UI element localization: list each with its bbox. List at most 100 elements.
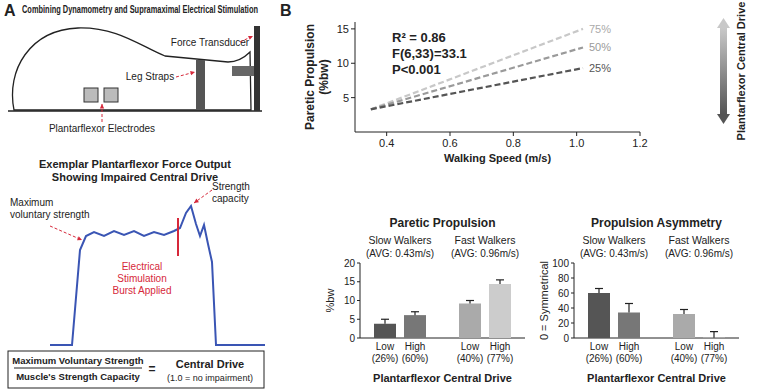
pointer-head — [100, 104, 104, 109]
electrode — [84, 88, 98, 102]
bar — [459, 304, 481, 339]
x-tick-label: 0.6 — [442, 137, 457, 149]
label: Leg Straps — [126, 71, 174, 82]
y-tick — [571, 278, 574, 279]
x-axis-title: Walking Speed (m/s) — [444, 152, 552, 164]
label: Plantarflexor Electrodes — [49, 123, 155, 134]
series-line — [371, 29, 583, 109]
shape: High — [405, 341, 426, 352]
y-tick — [351, 63, 355, 64]
pointer-head — [77, 236, 82, 240]
y-tick — [357, 338, 360, 339]
bar — [588, 293, 610, 338]
pointer-head — [248, 36, 253, 40]
label: Electrical — [122, 261, 163, 272]
error-bar — [496, 280, 504, 284]
error-bar — [680, 310, 688, 315]
x-tick-label: High(60%) — [402, 341, 429, 364]
x-tick — [640, 132, 641, 136]
label: capacity — [212, 193, 249, 204]
force-trace — [50, 206, 265, 345]
y-tick — [351, 28, 355, 29]
x-tick-label: 1.0 — [569, 137, 584, 149]
bar — [489, 284, 511, 338]
group-label: Slow Walkers — [368, 234, 431, 246]
shape: (40%) — [457, 353, 484, 364]
plot-area — [371, 29, 583, 109]
label: Muscle's Strength Capacity — [16, 371, 140, 382]
legend-title: Plantarflexor Central Drive — [735, 2, 747, 141]
error-bar — [411, 312, 419, 315]
label: Force Transducer — [171, 37, 250, 48]
x-axis — [355, 132, 640, 133]
shape: (77%) — [487, 353, 514, 364]
figure: ABCombining Dynamometry and Supramaximal… — [0, 0, 778, 390]
x-tick-label: High(77%) — [487, 341, 514, 364]
shape — [466, 300, 474, 301]
bar — [673, 314, 695, 338]
x-tick-label: High(60%) — [616, 341, 643, 364]
shape: (60%) — [402, 353, 429, 364]
error-bar — [595, 289, 603, 294]
shape — [598, 289, 599, 294]
label: Strength — [212, 181, 250, 192]
bar — [404, 315, 426, 338]
label: voluntary strength — [10, 209, 90, 220]
y-axis-title: 0 = Symmetrical — [538, 261, 550, 340]
series-label: 75% — [589, 23, 611, 35]
y-tick — [571, 323, 574, 324]
y-tick-label: 5 — [349, 314, 355, 325]
x-tick-label: Low(40%) — [457, 341, 484, 364]
y-tick — [357, 263, 360, 264]
y-tick — [571, 308, 574, 309]
series-label: 25% — [589, 62, 611, 74]
x-tick — [576, 132, 577, 136]
y-tick-label: 0 — [349, 333, 355, 344]
x-tick-label: Low(26%) — [372, 341, 399, 364]
group-label: Fast Walkers — [669, 234, 730, 246]
label: Central Drive — [176, 358, 244, 370]
shape — [628, 304, 629, 313]
x-axis-title: Plantarflexor Central Drive — [373, 372, 512, 384]
shape — [713, 332, 714, 338]
shape: Low — [590, 341, 609, 352]
panel-letter: A — [4, 2, 16, 19]
y-tick — [357, 319, 360, 320]
bar — [374, 324, 396, 338]
bar — [618, 313, 640, 339]
y-tick — [571, 293, 574, 294]
x-tick-label: 0.8 — [506, 137, 521, 149]
annotation: F(6,33)=33.1 — [392, 46, 467, 61]
pointer — [50, 226, 82, 240]
shape — [411, 311, 419, 312]
leg-strap — [196, 60, 205, 110]
x-tick — [386, 132, 387, 136]
y-axis-title: (%bw) — [317, 59, 331, 94]
x-tick-label: 1.2 — [632, 137, 647, 149]
y-tick-label: 60 — [558, 288, 570, 299]
shape — [595, 288, 603, 289]
shape: Low — [461, 341, 480, 352]
trace-title: Showing Impaired Central Drive — [52, 171, 218, 183]
x-tick-label: High(77%) — [701, 341, 728, 364]
label: (1.0 = no impairment) — [167, 373, 253, 383]
trace-title: Exemplar Plantarflexor Force Output — [39, 158, 231, 170]
shape: High — [490, 341, 511, 352]
force-transducer — [254, 26, 260, 111]
label: Maximum — [10, 197, 53, 208]
error-bar — [710, 332, 718, 338]
chart-title: Propulsion Asymmetry — [591, 216, 722, 230]
shape: (26%) — [372, 353, 399, 364]
x-tick — [450, 132, 451, 136]
pointer — [194, 190, 212, 203]
shape: High — [619, 341, 640, 352]
group-note: (AVG: 0.43m/s) — [366, 248, 434, 259]
label: Maximum Voluntary Strength — [12, 355, 143, 366]
y-tick-label: 10 — [337, 57, 349, 69]
label: Burst Applied — [113, 285, 172, 296]
shape: (26%) — [586, 353, 613, 364]
shape — [625, 303, 633, 304]
group-note: (AVG: 0.96m/s) — [451, 248, 519, 259]
y-tick — [351, 97, 355, 98]
y-tick-label: 80 — [558, 273, 570, 284]
